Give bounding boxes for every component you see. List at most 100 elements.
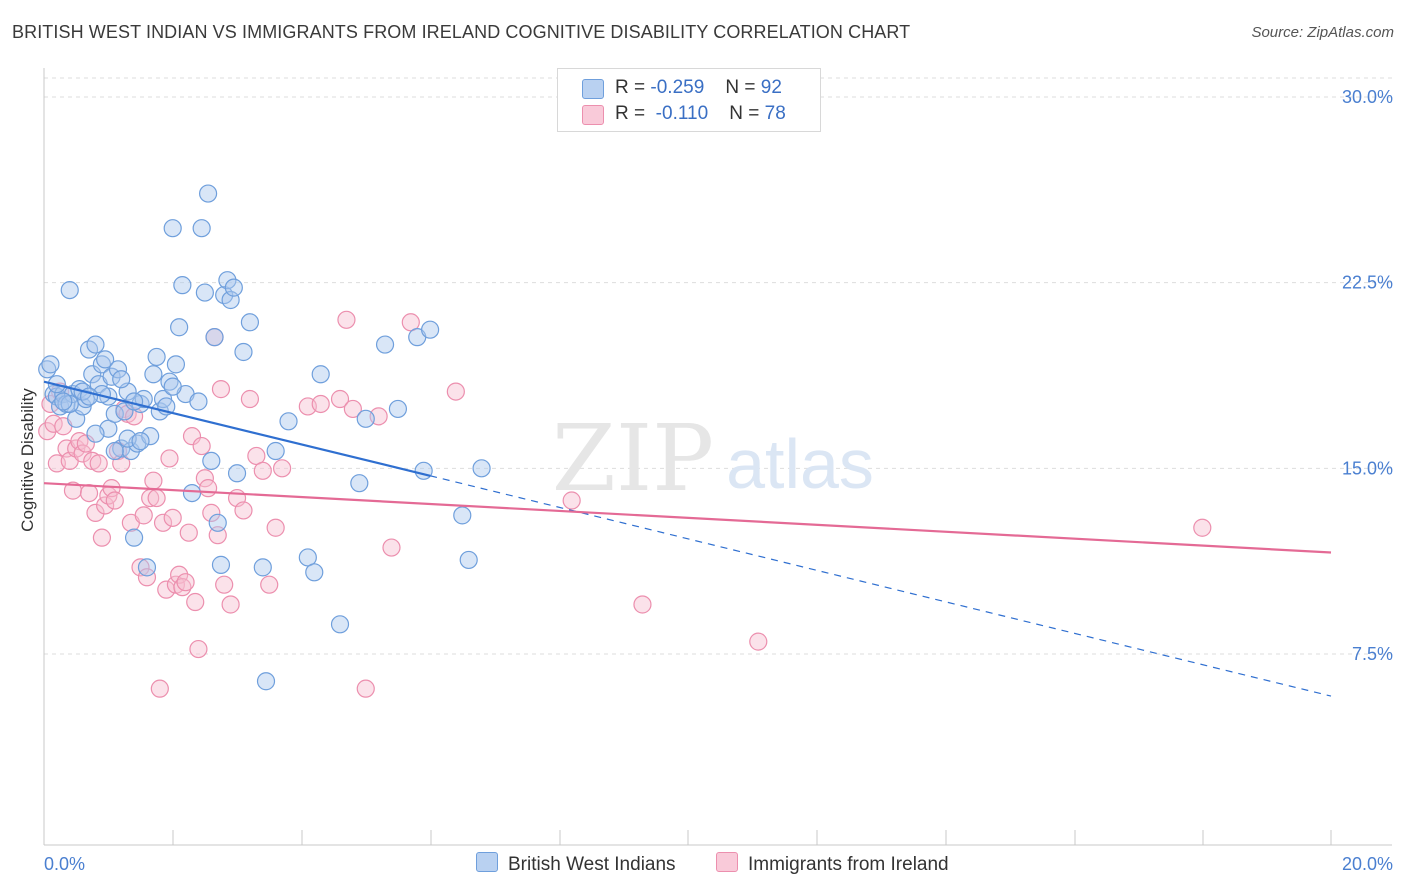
data-point-pink [330,389,350,409]
data-point-pink [240,389,260,409]
data-point-blue [472,459,491,478]
correlation-legend: R = -0.259 N = 92 R = -0.110 N = 78 [557,68,821,132]
data-point-pink [160,449,179,468]
source-label: Source: ZipAtlas.com [1251,24,1394,41]
data-point-blue [195,283,214,302]
data-point-pink [73,444,92,463]
data-point-pink [150,679,169,698]
data-point-blue [105,441,124,461]
y-tick-label: 7.5% [1352,644,1393,664]
data-point-pink [192,436,211,456]
data-point-pink [137,568,157,587]
data-point-pink [208,526,227,545]
data-point-pink [179,523,198,542]
data-point-blue [266,441,285,461]
data-point-pink [343,399,362,419]
data-point-pink [173,578,192,597]
data-point-blue [41,355,60,374]
data-point-pink [382,538,401,557]
data-point-blue [240,313,260,332]
chart-title: BRITISH WEST INDIAN VS IMMIGRANTS FROM I… [12,22,911,42]
x-tick-label-max: 20.0% [1342,854,1393,874]
trend-lines [43,380,1332,697]
watermark-zip: ZIP [552,405,714,512]
data-point-pink [202,503,221,522]
tick-labels: 7.5% 15.0% 22.5% 30.0% 0.0% 20.0% [44,87,1393,874]
data-point-blue [218,271,237,290]
bottom-legend-pink[interactable]: Immigrants from Ireland [716,852,949,876]
data-point-blue [253,558,272,577]
watermark-atlas: atlas [726,425,874,503]
data-point-blue [86,424,105,443]
legend-swatch-blue [582,79,604,99]
data-point-blue [311,365,330,384]
data-point-blue [96,350,115,369]
data-point-pink [198,479,218,498]
data-point-blue [160,372,179,391]
data-point-blue [182,483,202,503]
data-point-blue [192,219,211,238]
grid [44,77,1392,655]
data-point-blue [350,474,369,493]
bottom-legend-swatch-pink [716,852,738,872]
trend-line-blue-extension [429,475,1332,697]
data-point-blue [131,432,150,451]
data-point-blue [208,513,227,532]
data-point-blue [115,402,134,421]
trend-line-pink [43,482,1332,554]
data-point-pink [86,503,105,522]
data-point-pink [195,469,214,488]
data-point-blue [227,464,247,483]
legend-n-value: 92 [760,77,782,98]
data-point-pink [311,394,330,414]
data-point-pink [211,380,231,399]
data-point-blue [170,318,189,337]
data-point-pink [147,488,166,508]
data-point-blue [83,365,102,384]
data-point-pink [1193,518,1212,537]
axes [43,68,1392,846]
data-point-blue [421,320,440,339]
data-point-pink [446,382,465,401]
data-point-pink [105,491,124,510]
y-tick-label: 22.5% [1342,273,1393,293]
data-point-blue [375,335,395,354]
legend-r-label: R = [615,103,646,124]
data-point-pink [92,528,112,547]
bottom-legend-label-blue: British West Indians [508,854,676,875]
data-point-blue [189,392,208,411]
data-point-pink [272,459,292,478]
data-point-blue [137,558,157,577]
data-point-pink [186,592,205,612]
data-point-pink [131,558,150,577]
data-point-pink [182,427,202,446]
legend-swatch-pink [582,105,604,125]
data-point-pink [234,501,253,520]
data-point-pink [215,575,234,594]
data-point-blue [279,412,298,431]
data-point-blue [453,506,472,525]
data-point-blue [147,347,166,367]
legend-r-label: R = [615,77,646,98]
data-point-blue [305,563,324,582]
trend-line-blue [43,380,431,477]
data-point-pink [176,573,195,592]
data-point-pink [221,595,240,614]
data-point-blue [256,672,276,691]
bottom-legend-blue[interactable]: British West Indians [476,852,676,876]
data-point-pink [153,513,173,532]
data-point-pink [260,575,279,594]
data-point-pink [253,461,272,480]
data-point-pink [163,508,182,527]
data-point-blue [224,278,243,297]
series-british-west-indians [38,184,491,691]
data-point-blue [60,280,79,300]
y-tick-label: 30.0% [1342,87,1393,107]
data-point-blue [163,377,182,396]
data-point-pink [76,434,95,453]
data-point-pink [134,506,153,525]
data-point-blue [198,184,218,203]
legend-r-value: -0.110 [655,103,709,124]
data-point-pink [356,679,375,698]
